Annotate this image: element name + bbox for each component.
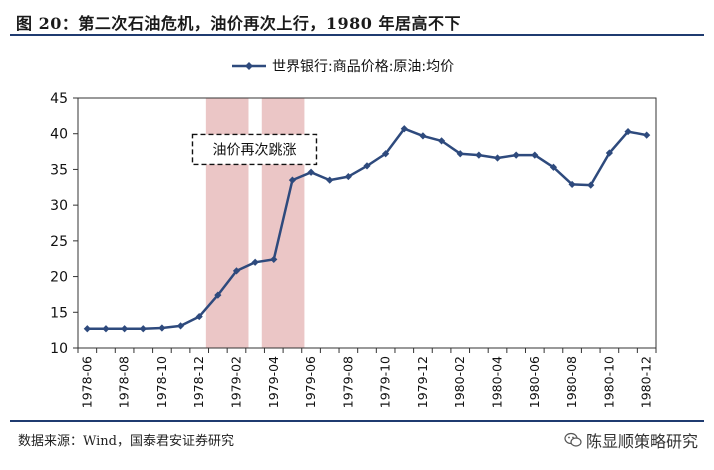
data-point (419, 132, 427, 140)
x-tick-label: 1980-04 (490, 356, 505, 408)
x-tick-label: 1978-12 (191, 356, 206, 408)
data-point (158, 324, 166, 332)
annotations: 油价再次跳涨 (191, 133, 318, 166)
y-tick-label: 15 (50, 305, 68, 321)
x-tick-label: 1979-02 (228, 356, 243, 408)
x-axis: 1978-06 1978-08 1978-10 1978-12 1979-02 1979-… (77, 348, 657, 408)
data-point (344, 172, 352, 181)
data-point (326, 176, 334, 184)
data-point (363, 162, 371, 170)
data-point (232, 267, 241, 275)
data-point (605, 149, 613, 157)
data-point (83, 325, 91, 333)
source-note: 数据来源：Wind，国泰君安证券研究 (18, 434, 234, 449)
wechat-icon (564, 432, 582, 447)
annotation-text: 油价再次跳涨 (212, 142, 296, 158)
data-point (288, 176, 297, 184)
x-tick-label: 1980-12 (639, 356, 654, 408)
plot-frame (77, 97, 657, 349)
y-tick-label: 25 (50, 234, 68, 250)
data-point (437, 137, 446, 145)
x-tick-label: 1978-06 (79, 356, 94, 408)
x-tick-label: 1978-10 (154, 356, 169, 408)
data-point (493, 154, 502, 162)
data-point (102, 325, 110, 333)
x-tick-label: 1980-10 (601, 356, 616, 408)
x-tick-label: 1980-02 (452, 356, 467, 408)
series-group (83, 125, 651, 333)
x-tick-label: 1978-08 (117, 356, 132, 408)
x-tick-label: 1979-12 (415, 356, 430, 408)
data-point (195, 312, 203, 321)
annotation-box (191, 133, 318, 166)
legend-swatch-marker (245, 62, 253, 70)
data-point (139, 325, 147, 333)
data-point (382, 150, 390, 158)
series-line (87, 127, 647, 330)
watermark-text: 陈显顺策略研究 (585, 432, 698, 451)
data-point (531, 151, 539, 159)
data-point (568, 180, 576, 189)
data-point (475, 151, 483, 159)
data-point (214, 291, 222, 299)
y-axis: 10 15 20 25 30 35 40 45 (50, 91, 78, 357)
y-tick-label: 35 (50, 162, 68, 178)
legend-label: 世界银行:商品价格:原油:均价 (272, 59, 454, 75)
data-point (624, 127, 632, 136)
data-point (587, 181, 595, 189)
watermark: 陈显顺策略研究 (564, 428, 698, 452)
data-point (270, 255, 278, 264)
y-tick-label: 40 (50, 127, 68, 143)
legend: 世界银行:商品价格:原油:均价 (232, 59, 454, 75)
data-point (549, 163, 558, 171)
y-tick-label: 20 (50, 270, 68, 286)
data-point (121, 325, 129, 333)
x-tick-label: 1979-04 (266, 356, 281, 408)
x-tick-label: 1979-10 (378, 356, 393, 408)
y-tick-label: 10 (50, 341, 68, 357)
footer-divider (10, 420, 704, 422)
y-tick-label: 30 (50, 198, 68, 214)
x-tick-label: 1979-08 (340, 356, 355, 408)
x-tick-label: 1979-06 (303, 356, 318, 408)
data-point (251, 258, 259, 266)
data-point (512, 151, 520, 159)
data-point (456, 150, 464, 158)
title-bar: 图 20：第二次石油危机，油价再次上行，1980 年居高不下 (10, 8, 704, 36)
data-point (400, 125, 408, 133)
x-tick-label: 1980-06 (527, 356, 542, 408)
x-tick-label: 1980-08 (564, 356, 579, 408)
data-point (643, 131, 651, 139)
data-point (176, 322, 185, 330)
data-point (307, 168, 315, 176)
y-tick-label: 45 (50, 91, 68, 107)
figure-title: 图 20：第二次石油危机，油价再次上行，1980 年居高不下 (16, 14, 461, 33)
